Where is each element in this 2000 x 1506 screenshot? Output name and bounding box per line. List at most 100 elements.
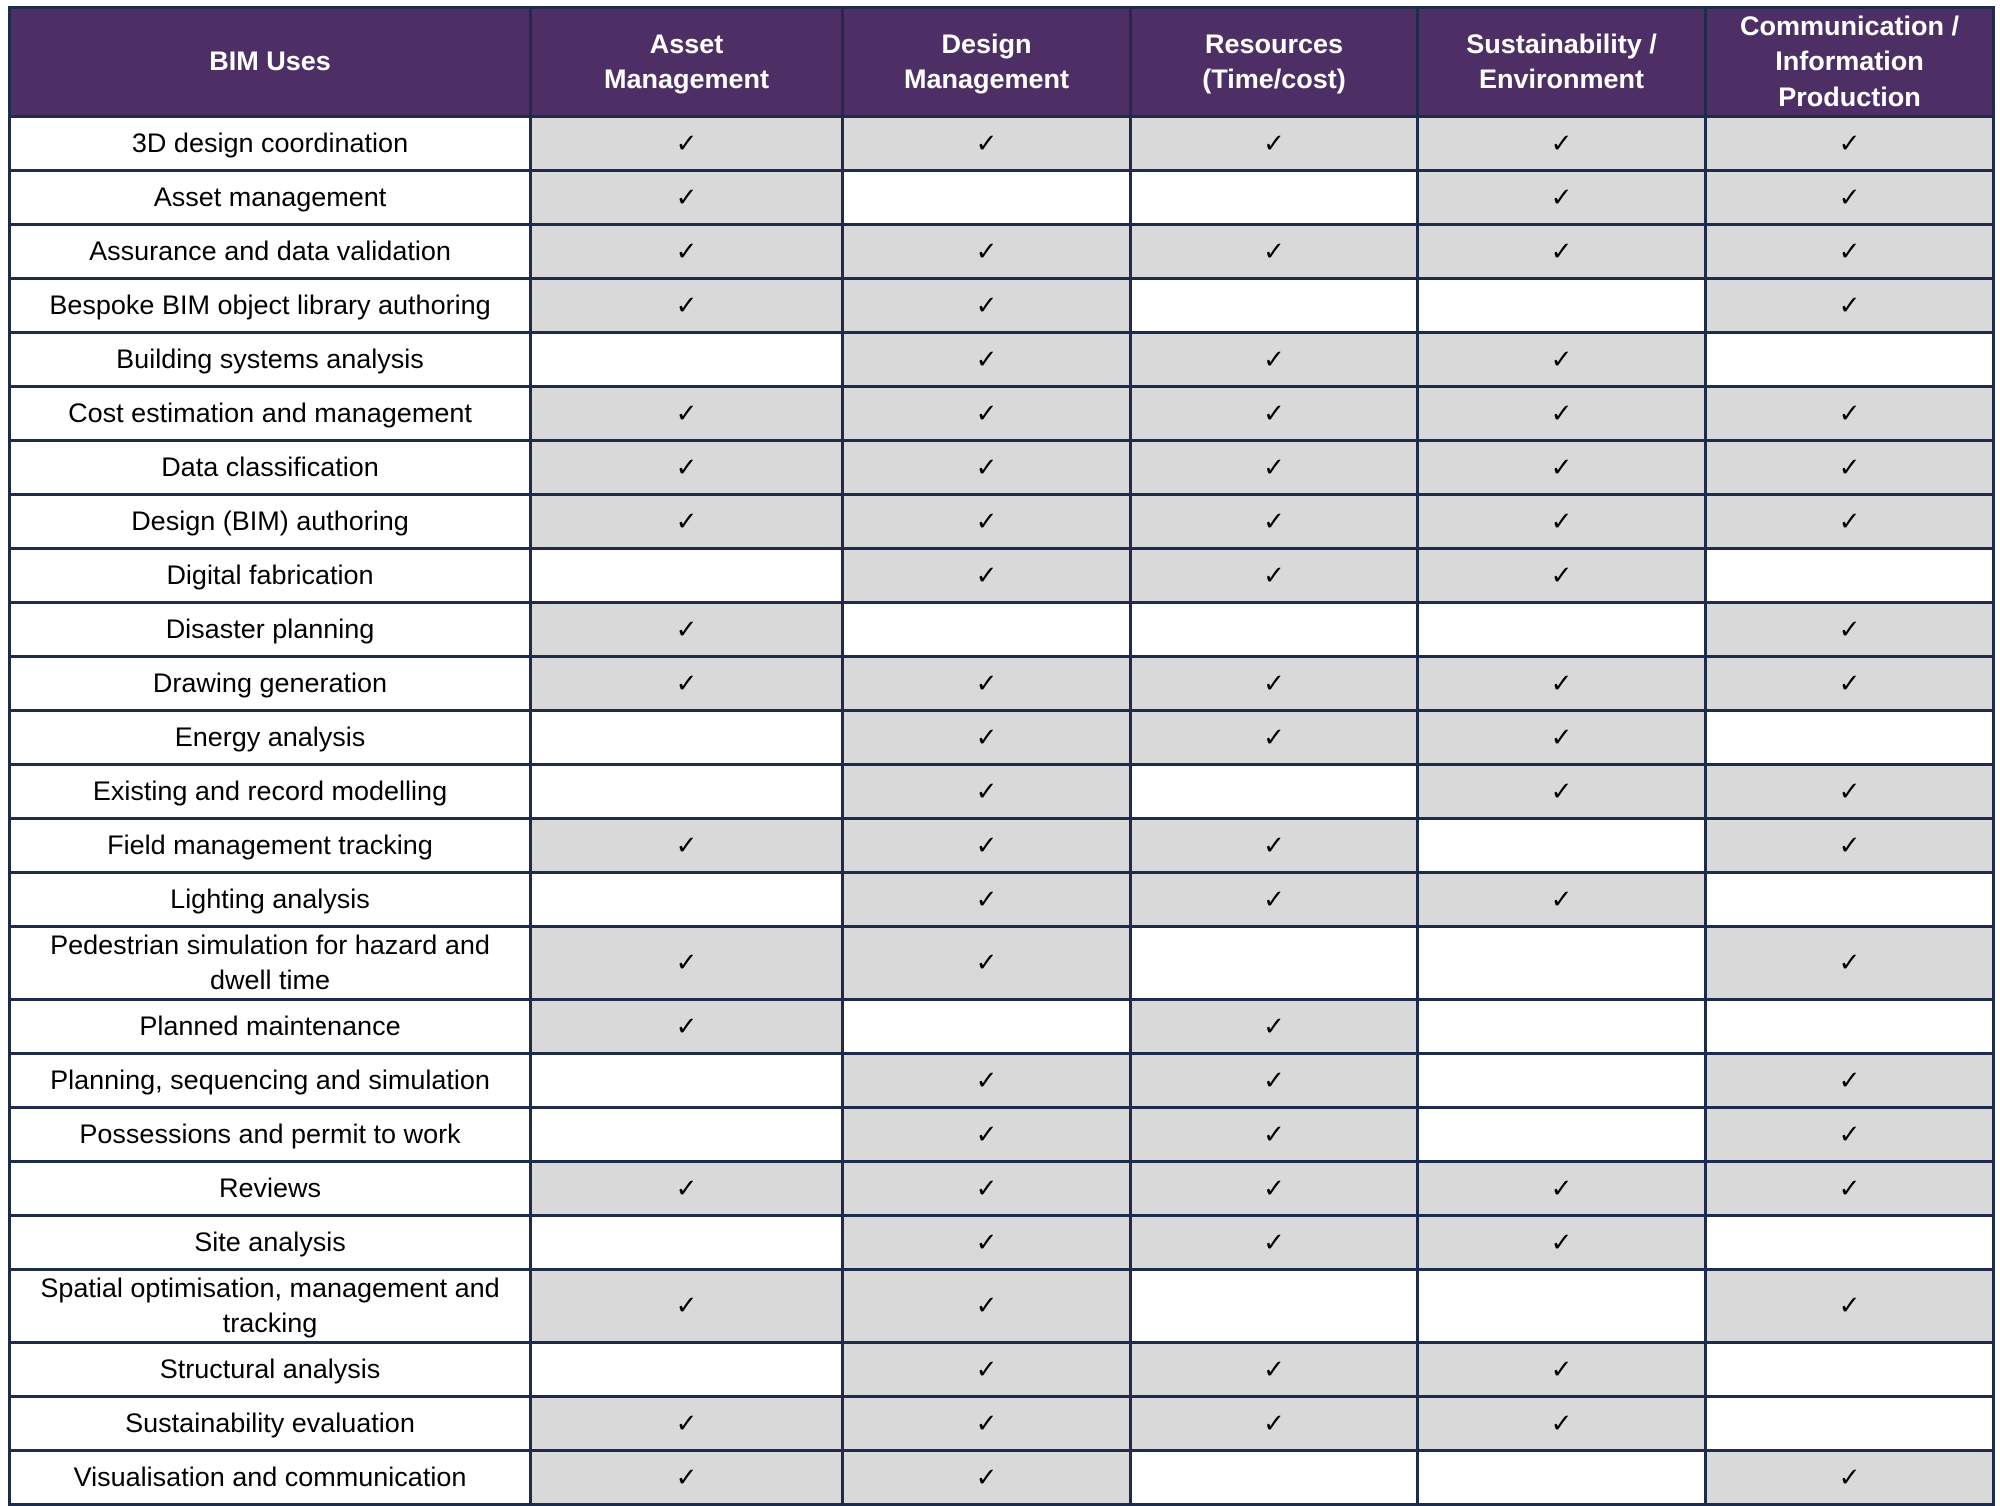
row-label: Planned maintenance: [8, 998, 532, 1056]
check-cell: ✓: [1129, 709, 1419, 766]
empty-cell: [529, 1214, 844, 1272]
check-cell: ✓: [841, 655, 1132, 712]
check-cell: ✓: [841, 1214, 1132, 1272]
header-row: BIM Uses Asset Management Design Managemen…: [8, 6, 1995, 118]
check-cell: ✓: [1416, 871, 1707, 928]
table-row: Lighting analysis ✓ ✓ ✓: [8, 871, 1995, 928]
check-cell: ✓: [1704, 601, 1995, 658]
check-cell: ✓: [1129, 1214, 1419, 1272]
row-label: Spatial optimisation, management and tra…: [8, 1268, 532, 1345]
empty-cell: [1704, 547, 1995, 604]
column-header-text: Asset Management: [603, 28, 770, 94]
table-row: 3D design coordination ✓ ✓ ✓ ✓ ✓: [8, 115, 1995, 172]
check-cell: ✓: [529, 998, 844, 1056]
check-cell: ✓: [1129, 1341, 1419, 1399]
bim-uses-table: BIM Uses Asset Management Design Managemen…: [8, 6, 1995, 1506]
row-label: Reviews: [8, 1160, 532, 1218]
row-label: Building systems analysis: [8, 331, 532, 388]
check-cell: ✓: [529, 223, 844, 280]
check-cell: ✓: [529, 385, 844, 442]
row-label: Data classification: [8, 439, 532, 496]
empty-cell: [529, 1341, 844, 1399]
check-cell: ✓: [529, 493, 844, 550]
table-row: Planning, sequencing and simulation ✓ ✓ ✓: [8, 1052, 1995, 1110]
check-cell: ✓: [1416, 709, 1707, 766]
table-row: Cost estimation and management ✓ ✓ ✓ ✓ ✓: [8, 385, 1995, 442]
row-label: 3D design coordination: [8, 115, 532, 172]
empty-cell: [1704, 709, 1995, 766]
check-cell: ✓: [1704, 1449, 1995, 1506]
column-header: Asset Management: [529, 6, 844, 118]
empty-cell: [1704, 1214, 1995, 1272]
empty-cell: [1416, 1268, 1707, 1345]
table-row: Planned maintenance ✓ ✓: [8, 998, 1995, 1056]
table-row: Digital fabrication ✓ ✓ ✓: [8, 547, 1995, 604]
row-label: Pedestrian simulation for hazard and dwe…: [8, 924, 532, 1002]
column-header: Design Management: [841, 6, 1132, 118]
row-label: Sustainability evaluation: [8, 1395, 532, 1453]
check-cell: ✓: [529, 115, 844, 172]
row-label: Planning, sequencing and simulation: [8, 1052, 532, 1110]
table-row: Assurance and data validation ✓ ✓ ✓ ✓ ✓: [8, 223, 1995, 280]
check-cell: ✓: [1704, 169, 1995, 226]
check-cell: ✓: [841, 385, 1132, 442]
table-row: Visualisation and communication ✓ ✓ ✓: [8, 1449, 1995, 1506]
table-row: Structural analysis ✓ ✓ ✓: [8, 1341, 1995, 1399]
empty-cell: [1704, 871, 1995, 928]
table-row: Data classification ✓ ✓ ✓ ✓ ✓: [8, 439, 1995, 496]
table-row: Asset management ✓ ✓ ✓: [8, 169, 1995, 226]
column-header-text: Communication / Information Production: [1739, 11, 1959, 112]
check-cell: ✓: [841, 277, 1132, 334]
check-cell: ✓: [1129, 1106, 1419, 1164]
row-label: Field management tracking: [8, 817, 532, 874]
check-cell: ✓: [1704, 385, 1995, 442]
row-label: Site analysis: [8, 1214, 532, 1272]
check-cell: ✓: [1416, 493, 1707, 550]
table-body: 3D design coordination ✓ ✓ ✓ ✓ ✓ Asset managem…: [8, 115, 1995, 1506]
empty-cell: [1129, 924, 1419, 1002]
table-row: Building systems analysis ✓ ✓ ✓: [8, 331, 1995, 388]
check-cell: ✓: [1129, 1395, 1419, 1453]
empty-cell: [529, 1106, 844, 1164]
check-cell: ✓: [1129, 655, 1419, 712]
table-row: Spatial optimisation, management and tra…: [8, 1268, 1995, 1345]
check-cell: ✓: [1129, 493, 1419, 550]
check-cell: ✓: [841, 1268, 1132, 1345]
empty-cell: [529, 709, 844, 766]
check-cell: ✓: [841, 331, 1132, 388]
check-cell: ✓: [1416, 1341, 1707, 1399]
check-cell: ✓: [841, 439, 1132, 496]
check-cell: ✓: [1416, 439, 1707, 496]
check-cell: ✓: [841, 817, 1132, 874]
table-row: Drawing generation ✓ ✓ ✓ ✓ ✓: [8, 655, 1995, 712]
check-cell: ✓: [841, 1395, 1132, 1453]
check-cell: ✓: [529, 1449, 844, 1506]
check-cell: ✓: [841, 223, 1132, 280]
check-cell: ✓: [1416, 1395, 1707, 1453]
empty-cell: [1129, 277, 1419, 334]
check-cell: ✓: [1704, 655, 1995, 712]
check-cell: ✓: [1704, 223, 1995, 280]
row-label: Structural analysis: [8, 1341, 532, 1399]
table-row: Disaster planning ✓ ✓: [8, 601, 1995, 658]
check-cell: ✓: [1129, 547, 1419, 604]
check-cell: ✓: [841, 924, 1132, 1002]
empty-cell: [1129, 763, 1419, 820]
check-cell: ✓: [529, 169, 844, 226]
check-cell: ✓: [1416, 1160, 1707, 1218]
check-cell: ✓: [1704, 277, 1995, 334]
check-cell: ✓: [1416, 115, 1707, 172]
table-row: Reviews ✓ ✓ ✓ ✓ ✓: [8, 1160, 1995, 1218]
check-cell: ✓: [1704, 1160, 1995, 1218]
column-header: Communication / Information Production: [1704, 6, 1995, 118]
empty-cell: [1704, 331, 1995, 388]
check-cell: ✓: [1704, 1268, 1995, 1345]
empty-cell: [1416, 601, 1707, 658]
check-cell: ✓: [1704, 1052, 1995, 1110]
empty-cell: [1704, 1395, 1995, 1453]
check-cell: ✓: [841, 1160, 1132, 1218]
check-cell: ✓: [1129, 1160, 1419, 1218]
check-cell: ✓: [529, 924, 844, 1002]
check-cell: ✓: [529, 1160, 844, 1218]
empty-cell: [1129, 169, 1419, 226]
